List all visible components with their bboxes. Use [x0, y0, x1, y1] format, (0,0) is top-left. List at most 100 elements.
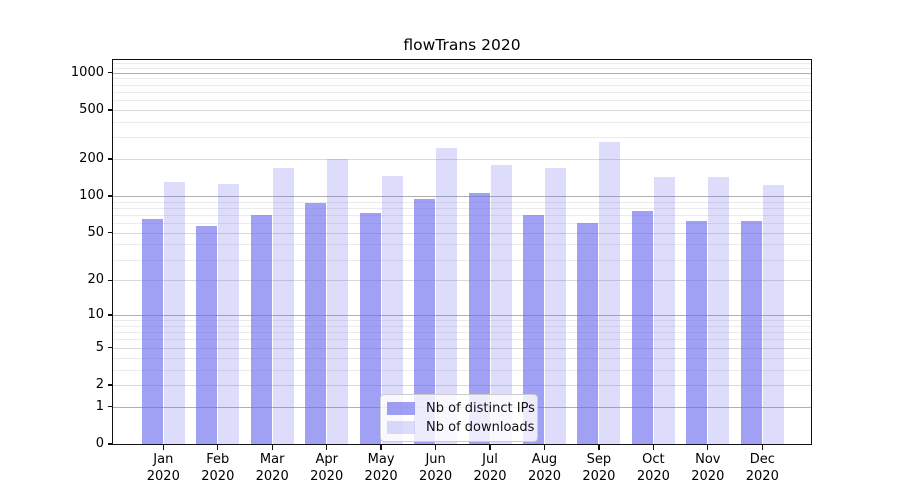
grid-line: [113, 159, 811, 160]
bar-distinct-ips: [577, 223, 599, 444]
x-tick-mark: [271, 445, 273, 450]
bar-downloads: [272, 167, 294, 444]
grid-line: [113, 137, 811, 139]
y-tick-label: 0: [95, 436, 104, 451]
x-tick-label: Dec 2020: [745, 452, 779, 484]
grid-line: [113, 339, 811, 341]
y-tick-label: 20: [87, 272, 104, 288]
bar-downloads: [381, 175, 403, 444]
x-tick-label: Jul 2020: [473, 452, 507, 484]
bar-downloads: [762, 185, 784, 444]
x-tick-mark: [707, 445, 709, 450]
x-tick-mark: [434, 445, 437, 450]
grid-line: [113, 109, 811, 111]
grid-line: [113, 369, 811, 371]
bar-distinct-ips: [359, 213, 381, 444]
y-tick-label: 2: [95, 377, 104, 392]
x-tick-mark: [489, 445, 491, 450]
bar-distinct-ips: [141, 218, 163, 444]
y-tick-label: 1: [95, 398, 104, 414]
grid-line: [113, 67, 811, 69]
y-tick-label: 100: [79, 188, 104, 203]
grid-line: [113, 347, 811, 349]
x-tick-label: Feb 2020: [201, 452, 235, 484]
x-tick-mark: [162, 445, 164, 450]
y-tick-mark: [108, 72, 113, 74]
y-tick-label: 500: [79, 101, 104, 117]
grid-line: [113, 72, 811, 74]
grid-line: [113, 207, 811, 209]
y-tick-label: 50: [87, 224, 104, 240]
chart-title: flowTrans 2020: [403, 36, 521, 54]
bar-downloads: [436, 147, 458, 444]
bar-distinct-ips: [305, 202, 327, 444]
x-tick-mark: [652, 445, 654, 450]
grid-line: [113, 325, 811, 327]
bar-distinct-ips: [196, 225, 218, 444]
x-tick-label: Nov 2020: [691, 452, 725, 484]
grid-line: [113, 332, 811, 334]
grid-line: [113, 121, 811, 123]
y-axis-tick-labels: 0 1 2 5 10 20 50 100 200 500 1000: [0, 60, 104, 451]
bar-distinct-ips: [631, 211, 653, 444]
grid-line: [113, 62, 811, 64]
x-tick-mark: [326, 445, 328, 450]
y-tick-mark: [108, 443, 113, 445]
bar-downloads: [163, 181, 185, 444]
grid-line: [113, 280, 811, 282]
bar-downloads: [545, 167, 566, 444]
legend-swatch-distinct-ips: [387, 402, 415, 415]
x-axis-tick-marks: [0, 445, 900, 451]
x-tick-mark: [380, 445, 382, 450]
x-tick-label: Jan 2020: [146, 452, 180, 484]
bar-downloads: [653, 177, 675, 444]
legend-label: Nb of downloads: [426, 420, 535, 435]
grid-line: [113, 84, 811, 86]
y-tick-mark: [108, 406, 113, 408]
y-tick-label: 1000: [70, 64, 104, 80]
y-tick-label: 10: [87, 307, 104, 323]
y-axis-tick-marks: [108, 60, 113, 445]
bar-distinct-ips: [686, 221, 708, 444]
bar-distinct-ips: [468, 192, 490, 444]
grid-line: [113, 315, 811, 317]
bar-distinct-ips: [414, 199, 436, 444]
bar-distinct-ips: [523, 214, 544, 444]
bar-downloads: [490, 164, 512, 444]
grid-line: [113, 357, 811, 359]
y-tick-mark: [108, 314, 113, 316]
x-tick-label: Jun 2020: [419, 452, 453, 484]
legend-label: Nb of distinct IPs: [426, 401, 535, 416]
bar-downloads: [327, 158, 349, 444]
grid-line: [113, 232, 811, 234]
y-tick-mark: [108, 232, 113, 234]
bar-distinct-ips: [250, 214, 272, 444]
y-tick-mark: [108, 109, 113, 111]
legend-item: Nb of distinct IPs: [387, 399, 535, 418]
grid-line: [113, 223, 811, 225]
x-tick-mark: [543, 445, 546, 450]
bar-downloads: [708, 177, 730, 444]
bar-distinct-ips: [740, 221, 762, 444]
grid-line: [113, 100, 811, 102]
grid-line: [113, 244, 811, 246]
x-tick-mark: [598, 445, 600, 450]
y-tick-mark: [108, 195, 113, 197]
legend-item: Nb of downloads: [387, 418, 534, 437]
plot-area: [112, 59, 812, 445]
bar-downloads: [599, 141, 621, 444]
y-tick-mark: [108, 384, 113, 386]
grid-line: [113, 78, 811, 80]
x-axis-tick-labels: Jan 2020 Feb 2020 Mar 2020 Apr 2020 May 2020…: [0, 451, 900, 491]
grid-line: [113, 201, 811, 203]
x-tick-label: May 2020: [364, 452, 398, 484]
grid-line: [113, 259, 811, 261]
legend: Nb of distinct IPs Nb of downloads: [380, 394, 538, 442]
x-tick-label: Aug 2020: [527, 452, 562, 484]
grid-line: [113, 91, 811, 93]
x-tick-mark: [217, 445, 219, 450]
grid-line: [113, 196, 811, 197]
grid-line: [113, 214, 811, 216]
y-tick-label: 5: [95, 339, 104, 355]
